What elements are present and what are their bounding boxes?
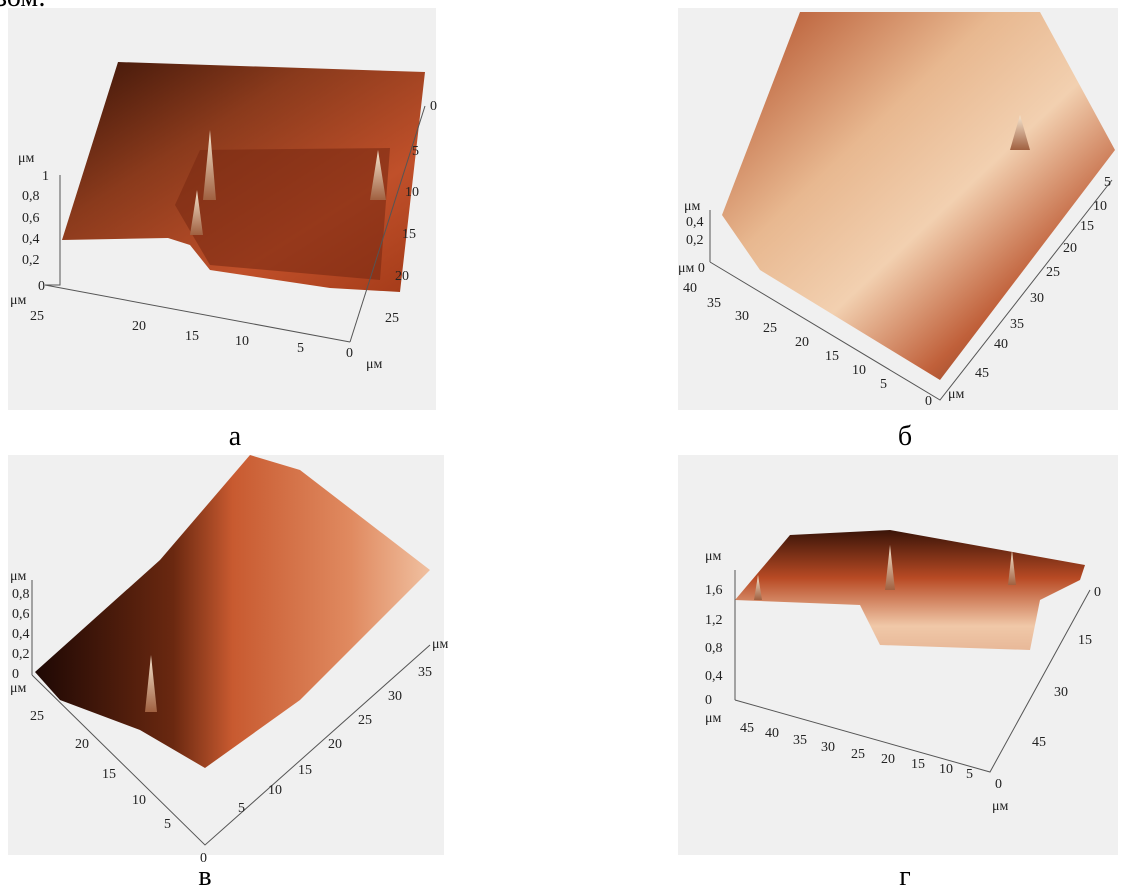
axis-label: 15 [1080, 219, 1094, 234]
axis-label: 30 [735, 309, 749, 324]
axis-label: 0,2 [12, 647, 30, 662]
axis-label: 5 [297, 341, 304, 356]
axis-label: 40 [765, 726, 779, 741]
axis-label: 25 [30, 309, 44, 324]
axis-label: 35 [418, 665, 432, 680]
axis-label: 20 [132, 319, 146, 334]
axis-label: 5 [966, 767, 973, 782]
axis-label: 10 [852, 363, 866, 378]
axis-label: 0 [995, 777, 1002, 792]
page: зом: аμм10,80,60,40,20μм2520151050μм0510… [0, 0, 1123, 891]
axis-label: 20 [395, 269, 409, 284]
axis-label: 10 [939, 762, 953, 777]
axis-label: 15 [402, 227, 416, 242]
axis-label: 0 [38, 279, 45, 294]
axis-label: 25 [763, 321, 777, 336]
axis-label: 25 [1046, 265, 1060, 280]
axis-label: 0 [925, 394, 932, 409]
axis-label: 30 [1054, 685, 1068, 700]
axis-label: 0 [705, 693, 712, 708]
axis-label: 30 [821, 740, 835, 755]
axis-label: 5 [164, 817, 171, 832]
axis-label: 0 [346, 346, 353, 361]
axis-label: 15 [825, 349, 839, 364]
axis-label: 25 [385, 311, 399, 326]
axis-label: 45 [975, 366, 989, 381]
axis-label: 35 [793, 733, 807, 748]
axis-label: 0,2 [686, 233, 704, 248]
axis-label: 25 [851, 747, 865, 762]
axis-label: 5 [412, 144, 419, 159]
caption: а [229, 421, 242, 452]
axis-label: 1 [42, 169, 49, 184]
axis-label: 10 [132, 793, 146, 808]
axis-label: μм 0 [678, 261, 705, 276]
axis-label: 10 [235, 334, 249, 349]
axis-label: μм [18, 151, 35, 166]
axis-label: 0 [12, 667, 19, 682]
axis-label: 10 [405, 185, 419, 200]
axis-label: 15 [185, 329, 199, 344]
axis-label: 30 [1030, 291, 1044, 306]
axis-label: 30 [388, 689, 402, 704]
axis-label: 20 [795, 335, 809, 350]
axis-label: 15 [298, 763, 312, 778]
axis-label: 25 [358, 713, 372, 728]
axis-label: 0 [430, 99, 437, 114]
axis-label: 10 [268, 783, 282, 798]
axis-label: μм [992, 799, 1009, 814]
axis-label: 10 [1093, 199, 1107, 214]
axis-label: 20 [881, 752, 895, 767]
caption: г [899, 861, 910, 891]
axis-label: μм [432, 637, 449, 652]
caption: б [898, 421, 912, 452]
axis-label: 0 [1094, 585, 1101, 600]
axis-label: μм [366, 357, 383, 372]
axis-label: 0,4 [705, 669, 723, 684]
axis-label: 45 [1032, 735, 1046, 750]
axis-label: 15 [102, 767, 116, 782]
axis-label: μм [948, 387, 965, 402]
panel-bg [678, 455, 1118, 855]
axis-label: 0,6 [12, 607, 30, 622]
axis-label: 15 [911, 757, 925, 772]
axis-label: 0,4 [686, 215, 704, 230]
axis-label: 35 [707, 296, 721, 311]
axis-label: 5 [880, 377, 887, 392]
axis-label: μм [10, 569, 27, 584]
axis-label: 0 [200, 851, 207, 866]
axis-label: 1,6 [705, 583, 723, 598]
axis-label: 20 [1063, 241, 1077, 256]
axis-label: μм [705, 711, 722, 726]
axis-label: 0,4 [22, 232, 40, 247]
axis-label: 0,6 [22, 211, 40, 226]
axis-label: μм [684, 199, 701, 214]
axis-label: 40 [994, 337, 1008, 352]
axis-label: 15 [1078, 633, 1092, 648]
axis-label: 35 [1010, 317, 1024, 332]
axis-label: μм [10, 293, 27, 308]
axis-label: 0,8 [22, 189, 40, 204]
axis-label: μм [10, 681, 27, 696]
axis-label: 0,8 [705, 641, 723, 656]
axis-label: 20 [75, 737, 89, 752]
axis-label: 40 [683, 281, 697, 296]
axis-label: 0,4 [12, 627, 30, 642]
axis-label: 45 [740, 721, 754, 736]
axis-label: 5 [238, 801, 245, 816]
axis-label: 25 [30, 709, 44, 724]
axis-label: 5 [1104, 175, 1111, 190]
axis-label: μм [705, 549, 722, 564]
axis-label: 1,2 [705, 613, 723, 628]
axis-label: 20 [328, 737, 342, 752]
axis-label: 0,2 [22, 253, 40, 268]
axis-label: 0,8 [12, 587, 30, 602]
